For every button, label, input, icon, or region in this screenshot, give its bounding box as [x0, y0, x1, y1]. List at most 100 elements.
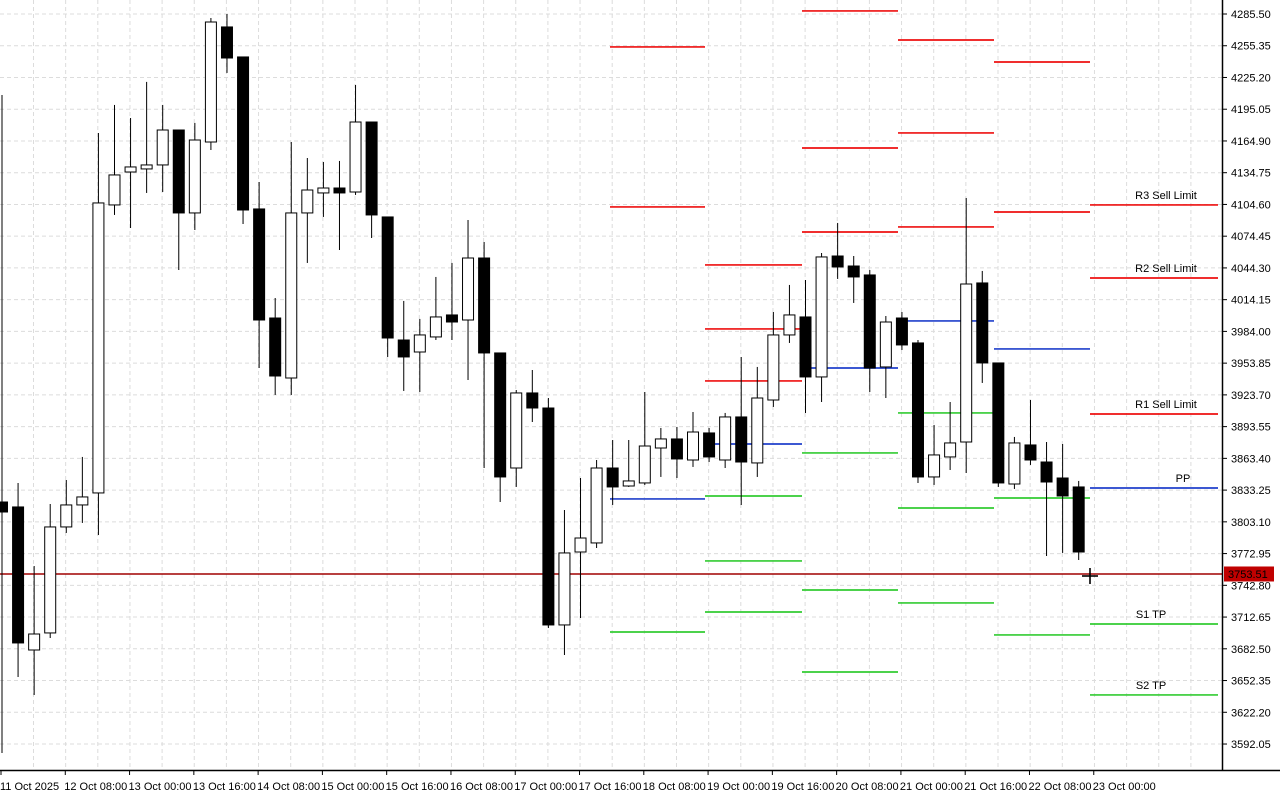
candle-body-bull	[140, 164, 153, 170]
price-axis-label: 4134.75	[1231, 168, 1271, 180]
time-axis-label: 11 Oct 2025	[0, 781, 59, 793]
time-axis-label: 13 Oct 00:00	[129, 781, 192, 793]
time-axis-label: 20 Oct 08:00	[836, 781, 899, 793]
chart-plot-area[interactable]	[0, 0, 1222, 770]
time-axis-label: 19 Oct 16:00	[771, 781, 834, 793]
pivot-level-label: PP	[1176, 473, 1191, 485]
candle-body-bull	[687, 431, 700, 461]
candle-body-bull	[960, 283, 973, 443]
candle-body-bear	[1072, 486, 1085, 553]
candle-body-bull	[349, 121, 362, 193]
price-axis-label: 3622.20	[1231, 707, 1271, 719]
candle-body-bull	[285, 212, 298, 379]
price-axis-label: 4225.20	[1231, 72, 1271, 84]
candle-body-bear	[253, 208, 266, 321]
candle-body-bull	[783, 314, 796, 336]
candle-body-bull	[590, 467, 603, 544]
candle-body-bear	[526, 392, 539, 409]
candle-body-bull	[108, 174, 121, 206]
candle-body-bear	[799, 316, 812, 378]
time-axis-label: 23 Oct 00:00	[1093, 781, 1156, 793]
price-axis-label: 4164.90	[1231, 136, 1271, 148]
candle-body-bear	[220, 26, 233, 59]
time-axis-label: 18 Oct 08:00	[643, 781, 706, 793]
candle-body-bear	[847, 265, 860, 278]
price-axis-label: 3803.10	[1231, 517, 1271, 529]
candle-body-bull	[413, 334, 426, 353]
candle-body-bull	[719, 416, 732, 461]
time-axis-label: 13 Oct 16:00	[193, 781, 256, 793]
time-axis-label: 17 Oct 16:00	[579, 781, 642, 793]
candle-body-bull	[429, 316, 442, 338]
candle-body-bull	[92, 202, 105, 494]
candle-body-bear	[542, 407, 555, 626]
candle-body-bull	[751, 397, 764, 464]
candle-body-bull	[317, 187, 330, 194]
candle-body-bull	[188, 139, 201, 214]
time-axis-label: 15 Oct 16:00	[386, 781, 449, 793]
price-axis-label: 4285.50	[1231, 9, 1271, 21]
candle-body-bear	[863, 274, 876, 369]
pivot-level-label: R2 Sell Limit	[1135, 263, 1197, 275]
candle-body-bear	[237, 56, 250, 211]
candle-body-bear	[478, 257, 491, 354]
candle-body-bull	[574, 537, 587, 553]
time-axis-label: 17 Oct 00:00	[514, 781, 577, 793]
candle-body-bear	[494, 352, 507, 478]
candle-body-bull	[124, 166, 137, 173]
candle-body-bull	[815, 256, 828, 378]
candle-body-bull	[301, 189, 314, 214]
candle-body-bull	[944, 442, 957, 458]
time-axis-label: 22 Oct 08:00	[1028, 781, 1091, 793]
candle-body-bear	[606, 467, 619, 488]
candle-body-bear	[670, 438, 683, 460]
price-axis-label: 4255.35	[1231, 41, 1271, 53]
candle-body-bear	[445, 314, 458, 323]
candle-body-bull	[654, 438, 667, 449]
candle-body-bear	[895, 317, 908, 346]
candle-body-bear	[1024, 444, 1037, 461]
time-axis-label: 12 Oct 08:00	[64, 781, 127, 793]
candle-body-bear	[172, 129, 185, 214]
time-axis-label: 16 Oct 08:00	[450, 781, 513, 793]
candle-body-bear	[703, 432, 716, 458]
candle-body-bull	[928, 454, 941, 478]
candle-body-bull	[28, 633, 41, 651]
candle-body-bull	[462, 257, 475, 321]
price-axis-label: 3953.85	[1231, 358, 1271, 370]
current-price-badge-text: 3753.51	[1228, 569, 1268, 581]
candle-body-bear	[976, 282, 989, 364]
candle-body-bear	[831, 255, 844, 268]
candle-body-bear	[1040, 461, 1053, 483]
price-axis-background	[1223, 0, 1280, 800]
price-axis-label: 3652.35	[1231, 676, 1271, 688]
candle-body-bear	[1056, 477, 1069, 497]
time-axis-label: 15 Oct 00:00	[321, 781, 384, 793]
price-axis-label: 3984.00	[1231, 326, 1271, 338]
price-axis-label: 3592.05	[1231, 739, 1271, 751]
candle-body-bear	[333, 187, 346, 194]
price-axis-label: 3833.25	[1231, 485, 1271, 497]
candle-body-bear	[0, 501, 8, 513]
current-price-badge	[1224, 566, 1274, 582]
time-axis-label: 14 Oct 08:00	[257, 781, 320, 793]
time-axis-label: 21 Oct 00:00	[900, 781, 963, 793]
candle-body-bear	[992, 362, 1005, 484]
candle-body-bear	[269, 317, 282, 377]
candle-body-bear	[12, 506, 25, 644]
candle-body-bear	[735, 416, 748, 463]
candle-body-bull	[44, 526, 57, 634]
candle-body-bull	[622, 480, 635, 487]
price-axis-label: 4014.15	[1231, 295, 1271, 307]
price-axis-label: 3742.80	[1231, 580, 1271, 592]
price-axis-label: 4104.60	[1231, 199, 1271, 211]
price-axis-label: 3772.95	[1231, 549, 1271, 561]
candle-body-bull	[1008, 442, 1021, 485]
candle-body-bull	[60, 504, 73, 528]
candle-body-bull	[76, 496, 89, 506]
price-axis-label: 4074.45	[1231, 231, 1271, 243]
candle-body-bear	[911, 342, 924, 478]
pivot-level-label: R1 Sell Limit	[1135, 399, 1197, 411]
price-axis-label: 3682.50	[1231, 644, 1271, 656]
